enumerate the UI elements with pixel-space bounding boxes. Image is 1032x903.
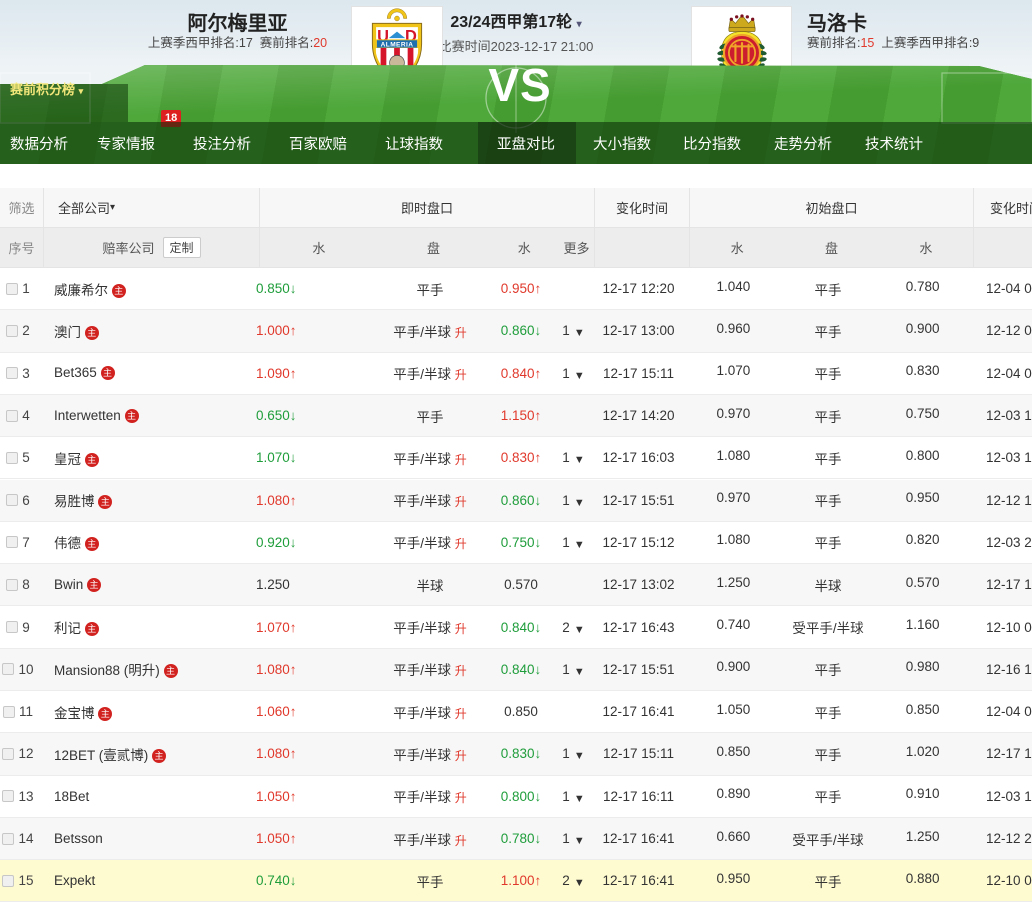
svg-text:ALMERIA: ALMERIA xyxy=(381,41,414,48)
